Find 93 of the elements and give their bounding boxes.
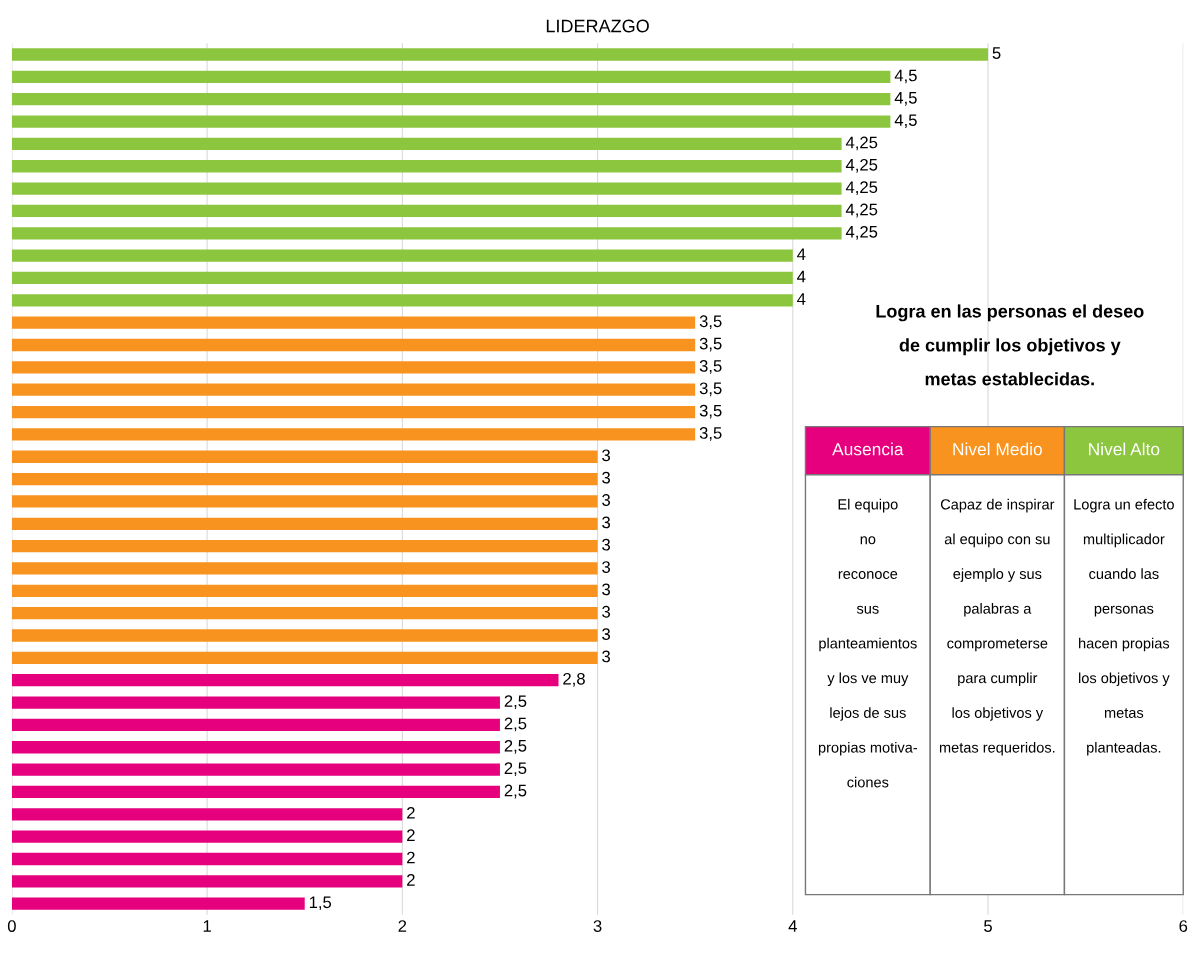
bar	[11, 405, 696, 419]
data-label: 3	[602, 494, 611, 506]
bar	[11, 93, 891, 106]
bar	[11, 450, 598, 463]
data-label: 2,5	[504, 717, 527, 732]
data-label: 3	[602, 561, 611, 573]
data-label: 3,5	[699, 404, 722, 419]
bar	[11, 897, 305, 910]
data-label: 4,25	[845, 158, 878, 173]
data-label: 2,5	[504, 695, 527, 709]
data-label: 3	[602, 628, 611, 640]
bar	[11, 875, 403, 888]
bar	[11, 674, 559, 687]
bar	[11, 584, 598, 597]
data-label: 3	[602, 516, 611, 529]
bar	[11, 361, 696, 374]
data-label: 1,5	[309, 896, 332, 911]
bar	[11, 160, 842, 173]
bar	[11, 696, 500, 709]
bar	[11, 204, 842, 218]
bar	[11, 316, 696, 329]
data-label: 4,5	[894, 114, 917, 128]
bar	[11, 271, 793, 285]
x-tick-label: 0	[7, 920, 16, 932]
data-label: 3,5	[699, 360, 722, 374]
bar	[11, 629, 598, 642]
bar	[11, 741, 500, 754]
data-label: 3	[602, 449, 611, 462]
annotation: Logra en las personas el deseo de cumplir los objetivos y metas establecidas.	[876, 304, 1144, 386]
data-label: 4	[797, 293, 806, 305]
data-label: 2,5	[504, 739, 527, 754]
data-label: 4,25	[845, 225, 878, 240]
bar	[11, 763, 500, 776]
bar	[11, 785, 500, 799]
bar	[11, 294, 793, 307]
data-label: 2,8	[563, 672, 585, 687]
x-tick-label: 3	[593, 920, 602, 932]
bar	[11, 517, 598, 530]
bar	[11, 607, 598, 620]
data-label: 3	[602, 650, 611, 663]
data-label: 2	[407, 829, 415, 841]
data-label: 3	[602, 605, 611, 618]
data-label: 5	[992, 47, 1001, 59]
bar	[11, 338, 696, 352]
text: Nivel Medio	[953, 442, 1042, 456]
chart-title: LIDERAZGO	[546, 19, 649, 33]
bar	[11, 472, 598, 486]
data-label: 3	[602, 538, 611, 551]
data-label: 3,5	[699, 382, 722, 397]
bar	[11, 808, 403, 821]
text: Ausencia	[832, 442, 904, 456]
data-label: 3	[602, 583, 611, 596]
data-label: 4,25	[845, 181, 878, 196]
text: Nivel Alto	[1089, 442, 1160, 456]
bar	[11, 562, 598, 575]
data-label: 4	[797, 248, 806, 260]
bar	[11, 830, 403, 843]
bar	[11, 428, 696, 441]
data-label: 4,25	[845, 136, 878, 151]
x-tick-label: 2	[398, 920, 407, 932]
x-tick-label: 4	[788, 920, 797, 932]
bar	[11, 539, 598, 553]
data-label: 2,5	[504, 762, 527, 777]
data-label: 4,5	[894, 92, 917, 106]
text: El equipo no reconoce sus planteamientos y los ve muy lejos de sus propias motiva- ciones	[818, 498, 918, 788]
data-label: 3,5	[699, 427, 722, 441]
bar	[11, 115, 891, 128]
x-tick-label: 1	[203, 920, 211, 932]
bar	[11, 48, 989, 61]
bar	[11, 495, 598, 508]
data-label: 4,5	[894, 69, 917, 84]
bar	[11, 137, 842, 151]
text: Capaz de inspirar al equipo con su ejemplo y sus palabras a comprometerse para cumplir los objetivos y metas requeridos.	[939, 498, 1055, 756]
bar	[11, 249, 793, 262]
bar	[11, 227, 842, 240]
data-label: 2	[407, 851, 415, 864]
text: Logra un efecto multiplicador cuando las personas hacen propias los objetivos y metas planteadas.	[1074, 498, 1174, 756]
data-label: 2	[407, 806, 415, 819]
data-label: 3	[602, 471, 611, 484]
data-label: 3,5	[699, 315, 722, 330]
bar	[11, 651, 598, 665]
bar	[11, 70, 891, 83]
bar	[11, 182, 842, 195]
data-label: 2,5	[504, 784, 527, 799]
data-label: 2	[407, 874, 415, 886]
data-label: 3,5	[699, 337, 722, 352]
data-label: 4	[797, 270, 806, 283]
data-label: 4,25	[845, 203, 878, 218]
bar	[11, 718, 500, 732]
bar	[11, 383, 696, 396]
x-tick-label: 6	[1179, 920, 1188, 932]
x-tick-label: 5	[984, 920, 992, 932]
bar	[11, 852, 403, 866]
